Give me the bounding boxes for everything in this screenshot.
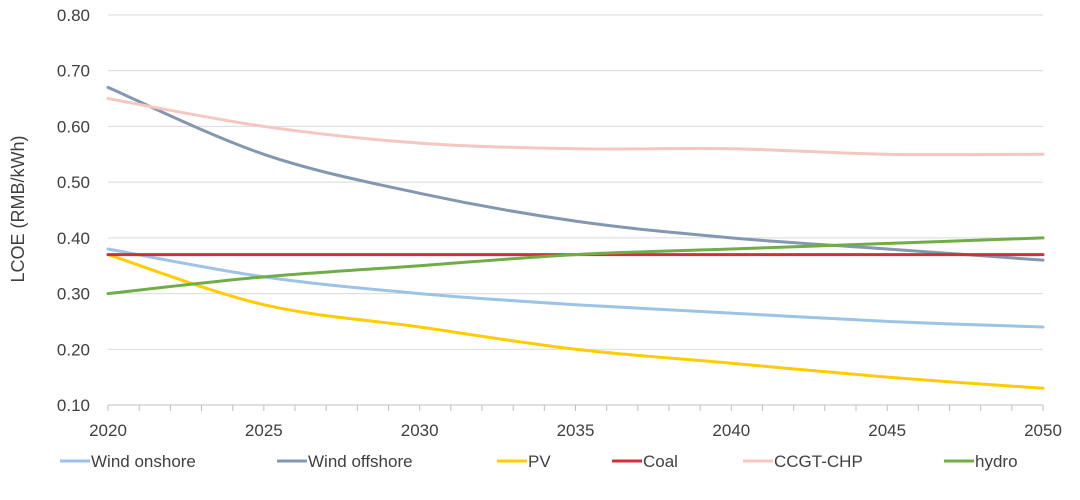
x-tick-label: 2035 [557, 421, 595, 440]
legend-label: Wind offshore [308, 452, 413, 471]
legend-item-hydro: hydro [944, 452, 1018, 471]
x-tick-label: 2050 [1024, 421, 1062, 440]
legend-item-coal: Coal [612, 452, 678, 471]
series-line-hydro [106, 236, 1045, 296]
legend-label: Wind onshore [91, 452, 196, 471]
series-line-pv [106, 253, 1045, 390]
y-tick-label: 0.60 [57, 117, 90, 136]
legend-label: CCGT-CHP [774, 452, 863, 471]
y-axis-title: LCOE (RMB/kWh) [8, 135, 28, 282]
y-tick-label: 0.20 [57, 340, 90, 359]
series-lines [106, 85, 1045, 390]
legend-item-pv: PV [497, 452, 551, 471]
legend-item-wind-onshore: Wind onshore [60, 452, 196, 471]
series-line-wind-offshore [106, 85, 1045, 262]
y-tick-label: 0.50 [57, 173, 90, 192]
legend-label: Coal [643, 452, 678, 471]
x-tick-label: 2020 [89, 421, 127, 440]
x-tick-label: 2030 [401, 421, 439, 440]
y-tick-label: 0.10 [57, 396, 90, 415]
y-tick-label: 0.40 [57, 229, 90, 248]
gridlines [108, 14, 1043, 350]
x-tick-label: 2045 [868, 421, 906, 440]
legend-item-ccgt-chp: CCGT-CHP [743, 452, 863, 471]
y-tick-label: 0.80 [57, 6, 90, 25]
x-tick-label: 2040 [712, 421, 750, 440]
series-line-ccgt-chp [106, 97, 1045, 157]
x-tick-label: 2025 [245, 421, 283, 440]
legend-label: hydro [975, 452, 1018, 471]
y-tick-label: 0.30 [57, 285, 90, 304]
axes: 0.10 0.20 0.30 0.40 0.50 0.60 0.70 0.80 2020 2025… [57, 6, 1062, 440]
y-tick-label: 0.70 [57, 62, 90, 81]
series-line-wind-onshore [106, 247, 1045, 329]
legend: Wind onshore Wind offshore PV Coal CCGT-CHP h… [60, 452, 1018, 471]
legend-item-wind-offshore: Wind offshore [277, 452, 413, 471]
legend-label: PV [528, 452, 551, 471]
